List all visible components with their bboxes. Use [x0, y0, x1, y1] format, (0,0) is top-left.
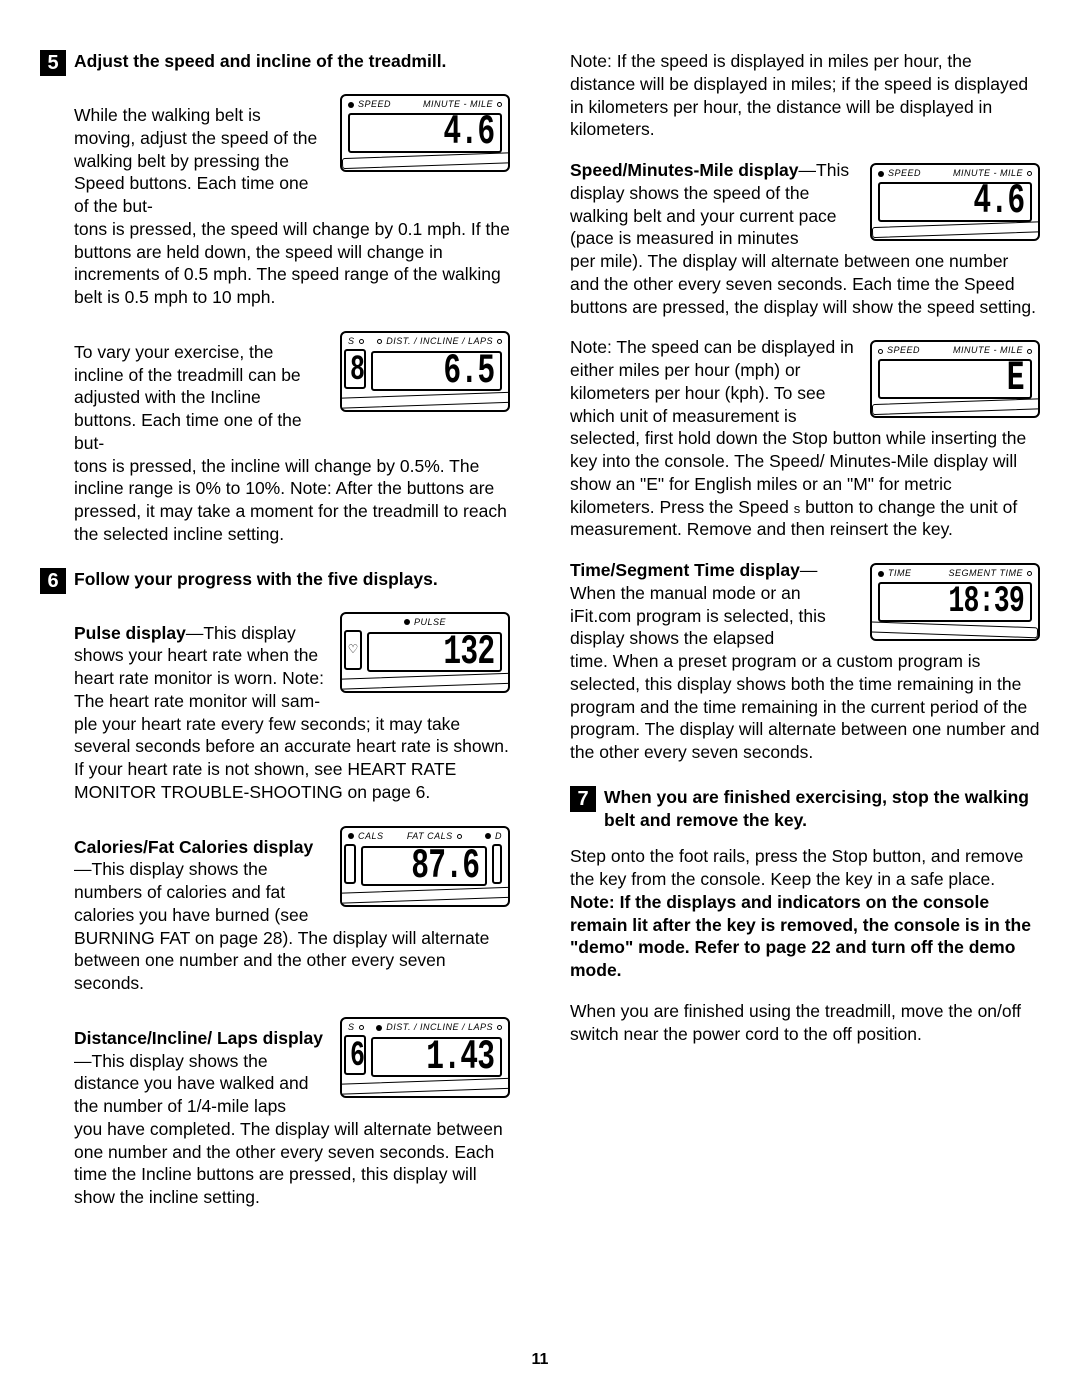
lcd-cals: CALS FAT CALS D 87.6	[340, 826, 510, 908]
lcd-label: S	[348, 336, 355, 348]
left-column: 5 Adjust the speed and incline of the tr…	[74, 50, 510, 1231]
right-column: Note: If the speed is displayed in miles…	[604, 50, 1040, 1231]
cal-a: Calories/Fat Calories display—This displ…	[74, 836, 326, 927]
lcd-label: MINUTE - MILE	[953, 168, 1023, 180]
step5-body: While the walking belt is moving, adjust…	[74, 90, 510, 546]
pulse-a: Pulse display—This display shows your he…	[74, 622, 326, 713]
step5-p1a: While the walking belt is moving, adjust…	[74, 104, 326, 218]
speed-b: per mile). The display will alternate be…	[570, 250, 1040, 318]
step7-title: When you are finished exercising, stop t…	[604, 786, 1040, 832]
step7-p1: Step onto the foot rails, press the Stop…	[570, 845, 1040, 982]
cal-b: BURNING FAT on page 28). The display wil…	[74, 927, 510, 995]
step7-p1-bold: Note: If the displays and indicators on …	[570, 892, 1031, 980]
step5-p2a: To vary your exercise, the incline of th…	[74, 341, 326, 455]
lcd-small: 6	[350, 1035, 364, 1075]
lcd-label: MINUTE - MILE	[423, 99, 493, 111]
speed-lead: Speed/Minutes-Mile display	[570, 160, 799, 180]
step7-number: 7	[570, 786, 596, 812]
lcd-value: 18:39	[948, 582, 1024, 622]
pulse-b: ple your heart rate every few seconds; i…	[74, 713, 510, 804]
step6-body: Pulse display—This display shows your he…	[74, 608, 510, 1209]
lcd-label: D	[495, 831, 502, 843]
step7-p2: When you are finished using the treadmil…	[570, 1000, 1040, 1046]
lcd-dist: S DIST. / INCLINE / LAPS 6 1.43	[340, 1017, 510, 1099]
lcd-speed-1: SPEED MINUTE - MILE 4.6	[340, 94, 510, 172]
step6-header: 6 Follow your progress with the five dis…	[74, 568, 510, 594]
step5-p2b: tons is pressed, the incline will change…	[74, 455, 510, 546]
lcd-label: MINUTE - MILE	[953, 345, 1023, 357]
lcd-value: 4.6	[443, 113, 494, 153]
lcd-label: SPEED	[358, 99, 391, 111]
lcd-value: 87.6	[411, 846, 479, 886]
lcd-unit: SPEED MINUTE - MILE E	[870, 340, 1040, 418]
step6-title: Follow your progress with the five displ…	[74, 568, 438, 591]
lcd-label: FAT CALS	[407, 831, 453, 843]
lcd-value: 6.5	[443, 351, 494, 391]
step6-number: 6	[40, 568, 66, 594]
unit-a: Note: The speed can be displayed in eith…	[570, 336, 856, 427]
step7-body: Step onto the foot rails, press the Stop…	[570, 845, 1040, 1045]
step5-header: 5 Adjust the speed and incline of the tr…	[74, 50, 510, 76]
cal-lead: Calories/Fat Calories display	[74, 837, 313, 857]
step5-p1b: tons is pressed, the speed will change b…	[74, 218, 510, 309]
right-intro: Note: If the speed is displayed in miles…	[570, 50, 1040, 141]
lcd-speed-2: SPEED MINUTE - MILE 4.6	[870, 163, 1040, 241]
dist-b: you have completed. The display will alt…	[74, 1118, 510, 1209]
lcd-incline: S DIST. / INCLINE / LAPS 8 6.5	[340, 331, 510, 413]
lcd-value: E	[1007, 359, 1024, 399]
lcd-label: SPEED	[888, 168, 921, 180]
step5-title: Adjust the speed and incline of the trea…	[74, 50, 446, 73]
lcd-label: SPEED	[887, 345, 920, 357]
speed-a: Speed/Minutes-Mile display—This display …	[570, 159, 856, 250]
lcd-value: 4.6	[973, 182, 1024, 222]
lcd-small: 8	[350, 349, 364, 389]
time-b: time. When a preset program or a custom …	[570, 650, 1040, 764]
dist-a: Distance/Incline/ Laps display—This disp…	[74, 1027, 326, 1118]
lcd-label: S	[348, 1022, 355, 1034]
time-a: Time/Segment Time display—When the manua…	[570, 559, 856, 650]
dist-lead: Distance/Incline/ Laps display	[74, 1028, 323, 1048]
page-columns: 5 Adjust the speed and incline of the tr…	[40, 50, 1040, 1231]
lcd-pulse: PULSE ♡ 132	[340, 612, 510, 694]
lcd-label: PULSE	[414, 617, 446, 629]
lcd-label: SEGMENT TIME	[948, 568, 1023, 580]
time-lead: Time/Segment Time display	[570, 560, 800, 580]
lcd-label: CALS	[358, 831, 384, 843]
lcd-time: TIME SEGMENT TIME 18:39	[870, 563, 1040, 641]
lcd-label: TIME	[888, 568, 912, 580]
lcd-label: DIST. / INCLINE / LAPS	[386, 336, 493, 348]
step5-number: 5	[40, 50, 66, 76]
lcd-value: 132	[443, 632, 494, 672]
lcd-label: DIST. / INCLINE / LAPS	[386, 1022, 493, 1034]
unit-b: selected, first hold down the Stop butto…	[570, 427, 1040, 541]
page-number: 11	[0, 1350, 1080, 1371]
pulse-lead: Pulse display	[74, 623, 186, 643]
lcd-value: 1.43	[426, 1037, 494, 1077]
step7-header: 7 When you are finished exercising, stop…	[604, 786, 1040, 832]
